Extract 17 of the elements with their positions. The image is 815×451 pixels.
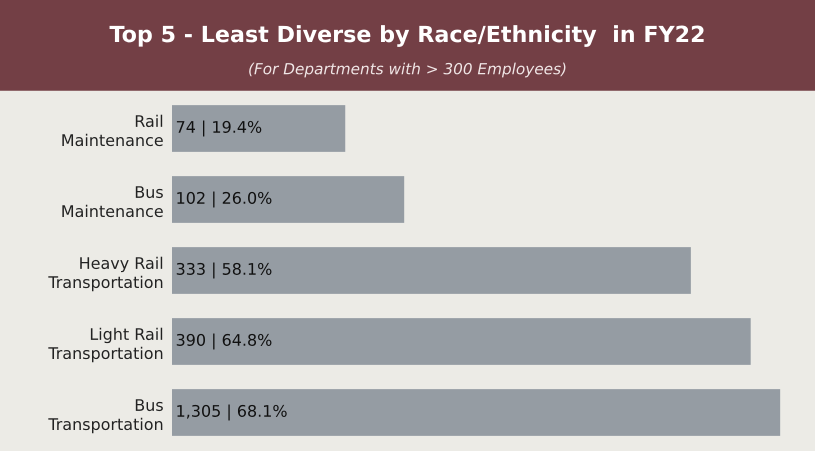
bar [172,247,691,294]
data-label: 74 | 19.4% [176,120,262,136]
data-label: 1,305 | 68.1% [177,404,287,420]
y-tick-label: Light Rail Transportation [48,328,162,362]
bar [172,176,404,223]
chart-subtitle: (For Departments with > 300 Employees) [249,62,566,78]
bar [172,389,780,436]
y-tick-label: Rail Maintenance [62,114,163,146]
data-label: 102 | 26.0% [177,192,272,208]
y-tick-label: Heavy Rail Transportation [48,256,162,292]
bar [172,318,751,365]
data-label: 390 | 64.8% [176,334,272,350]
chart-title: Top 5 - Least Diverse by Race/Ethnicity in FY22 [110,25,704,47]
data-label: 333 | 58.1% [176,262,272,278]
y-tick-label: Bus Maintenance [62,186,163,218]
bar [172,105,346,152]
y-tick-label: Bus Transportation [48,399,163,434]
